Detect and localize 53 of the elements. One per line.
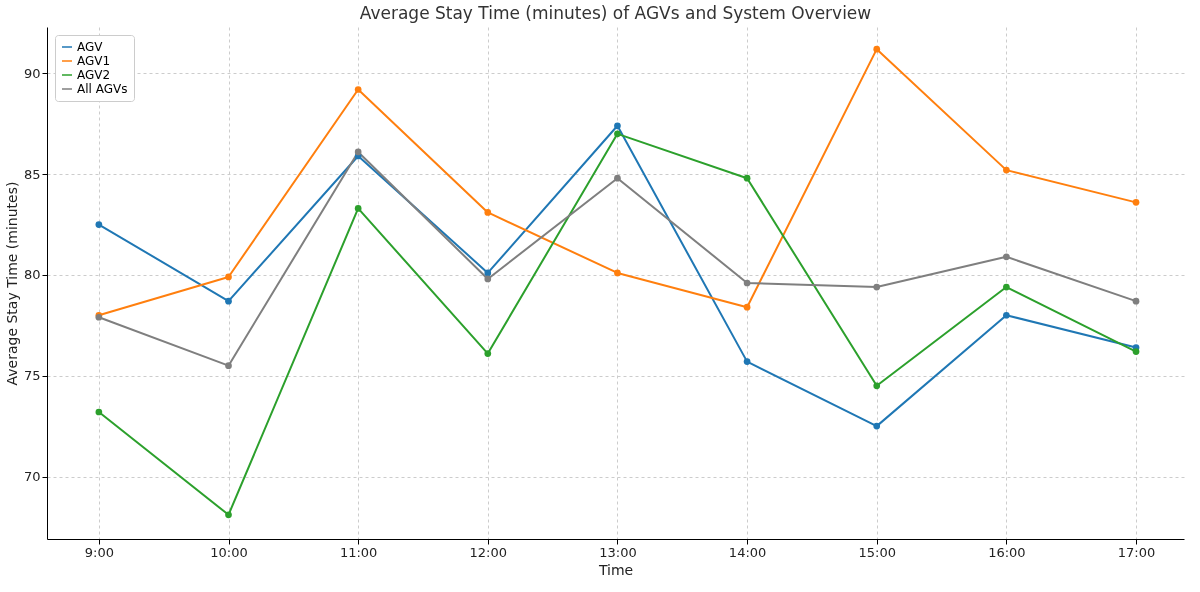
- point: [743, 303, 751, 311]
- point: [484, 350, 492, 357]
- point: [743, 358, 751, 365]
- x-tick-label: 11:00: [339, 544, 378, 560]
- x-tick-label: 14:00: [728, 544, 767, 560]
- x-tick-label: 12:00: [469, 544, 508, 560]
- point: [225, 511, 232, 519]
- point: [614, 130, 621, 138]
- x-tick-label: 13:00: [599, 544, 637, 560]
- point: [1003, 283, 1010, 291]
- point: [1003, 253, 1010, 261]
- point: [484, 209, 492, 216]
- point: [614, 174, 621, 182]
- x-tick-label: 15:00: [858, 544, 896, 560]
- y-tick-label: 70: [23, 469, 41, 485]
- x-tick-label: 16:00: [988, 544, 1026, 560]
- point: [614, 122, 621, 130]
- y-tick-label: 85: [23, 166, 41, 182]
- point: [1132, 297, 1140, 305]
- point: [354, 148, 362, 156]
- point: [614, 269, 621, 277]
- point: [1003, 166, 1010, 174]
- x-tick-label: 10:00: [210, 544, 248, 560]
- x-tick-label: 9:00: [84, 544, 114, 560]
- point: [354, 205, 362, 212]
- point: [873, 45, 881, 53]
- point: [354, 86, 362, 93]
- point: [873, 283, 881, 291]
- point: [1003, 311, 1010, 319]
- y-tick-label: 75: [23, 368, 41, 384]
- point: [484, 275, 492, 283]
- point: [1132, 199, 1140, 206]
- legend-label: All AGVs: [77, 82, 128, 96]
- point: [95, 408, 103, 416]
- point: [743, 174, 751, 182]
- point: [225, 273, 232, 281]
- point: [1132, 348, 1140, 355]
- x-axis-title: Time: [597, 561, 634, 578]
- legend-label: AGV: [77, 40, 104, 54]
- point: [95, 221, 103, 228]
- point: [743, 279, 751, 287]
- y-tick-label: 90: [23, 65, 41, 81]
- legend-label: AGV1: [77, 54, 111, 68]
- chart-title: Average Stay Time (minutes) of AGVs and System Overview: [359, 3, 872, 23]
- y-tick-label: 80: [23, 267, 41, 283]
- point: [873, 382, 881, 390]
- y-axis-title: Average Stay Time (minutes): [3, 181, 20, 386]
- legend-label: AGV2: [77, 68, 111, 82]
- point: [225, 297, 232, 305]
- point: [225, 362, 232, 369]
- point: [873, 422, 881, 430]
- x-tick-label: 17:00: [1117, 544, 1156, 560]
- point: [484, 269, 492, 277]
